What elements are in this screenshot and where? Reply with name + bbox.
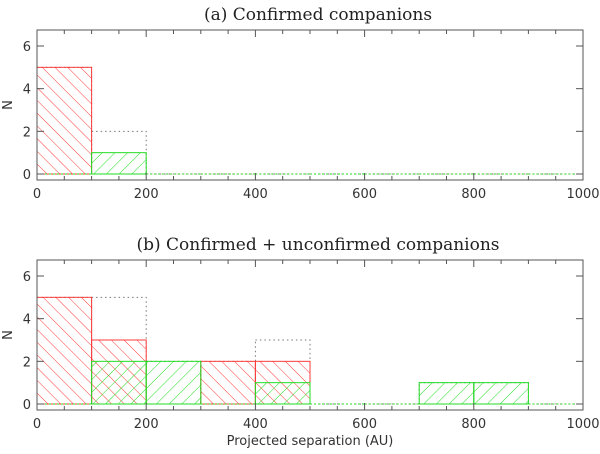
panel-a-y-tick-label-0: 0 (23, 168, 31, 183)
panel-b-y-tick-label-3: 6 (23, 270, 31, 285)
panel-b-x-tick-label-2: 400 (243, 417, 268, 432)
panel-b-series-2-bar-4 (254, 382, 311, 405)
panel-b-x-tick-label-4: 800 (461, 417, 486, 432)
panel-a-x-tick-label-3: 600 (352, 187, 377, 202)
panel-a-series-2-bar-1 (91, 152, 147, 175)
panel-a-title: (a) Confirmed companions (204, 5, 432, 25)
panel-a-x-tick-label-0: 0 (33, 187, 41, 202)
panel-a-bars (36, 66, 583, 175)
panel-a-series-1-bar-0 (36, 66, 93, 175)
panel-a-y-tick-label-1: 2 (23, 125, 31, 140)
panel-a-y-label: N (1, 100, 16, 110)
panel-a: (a) Confirmed companions 0 2 4 6 0 200 400 600… (1, 5, 600, 202)
panel-b-x-tick-label-1: 200 (134, 417, 159, 432)
panel-a-y-ticks: 0 2 4 6 (23, 40, 583, 183)
panel-b-series-2-bar-2 (145, 360, 202, 405)
panel-a-x-ticks: 0 200 400 600 800 1000 (33, 30, 600, 202)
panel-b-x-label: Projected separation (AU) (227, 434, 394, 449)
panel-b-y-tick-label-0: 0 (23, 398, 31, 413)
panel-b-x-tick-label-5: 1000 (566, 417, 599, 432)
panel-b-title: (b) Confirmed + unconfirmed companions (136, 235, 499, 255)
panel-b-series-2-bar-7 (418, 382, 475, 405)
panel-b-x-tick-label-0: 0 (33, 417, 41, 432)
panel-a-series-0-bar-1 (91, 130, 147, 175)
panel-a-y-tick-label-2: 4 (23, 83, 31, 98)
panel-b-y-tick-label-2: 4 (23, 313, 31, 328)
panel-b-x-ticks: 0 200 400 600 800 1000 (33, 260, 600, 432)
panel-b: (b) Confirmed + unconfirmed companions 0… (1, 235, 600, 449)
panel-b-series-2-bar-1 (91, 360, 147, 405)
panel-b-y-tick-label-1: 2 (23, 355, 31, 370)
panel-a-y-tick-label-3: 6 (23, 40, 31, 55)
panel-a-x-tick-label-2: 400 (243, 187, 268, 202)
panel-b-series-2-bar-8 (473, 382, 529, 405)
panel-a-x-tick-label-1: 200 (134, 187, 159, 202)
panel-b-series-1-bar-3 (200, 360, 256, 405)
panel-b-y-label: N (1, 330, 16, 340)
panel-b-series-1-bar-0 (36, 296, 93, 405)
panel-a-x-tick-label-4: 800 (461, 187, 486, 202)
panel-b-x-tick-label-3: 600 (352, 417, 377, 432)
panel-b-y-ticks: 0 2 4 6 (23, 270, 583, 413)
panel-b-series-0-bar-1 (91, 296, 147, 405)
panel-b-bars (36, 296, 583, 405)
panel-a-x-tick-label-5: 1000 (566, 187, 599, 202)
